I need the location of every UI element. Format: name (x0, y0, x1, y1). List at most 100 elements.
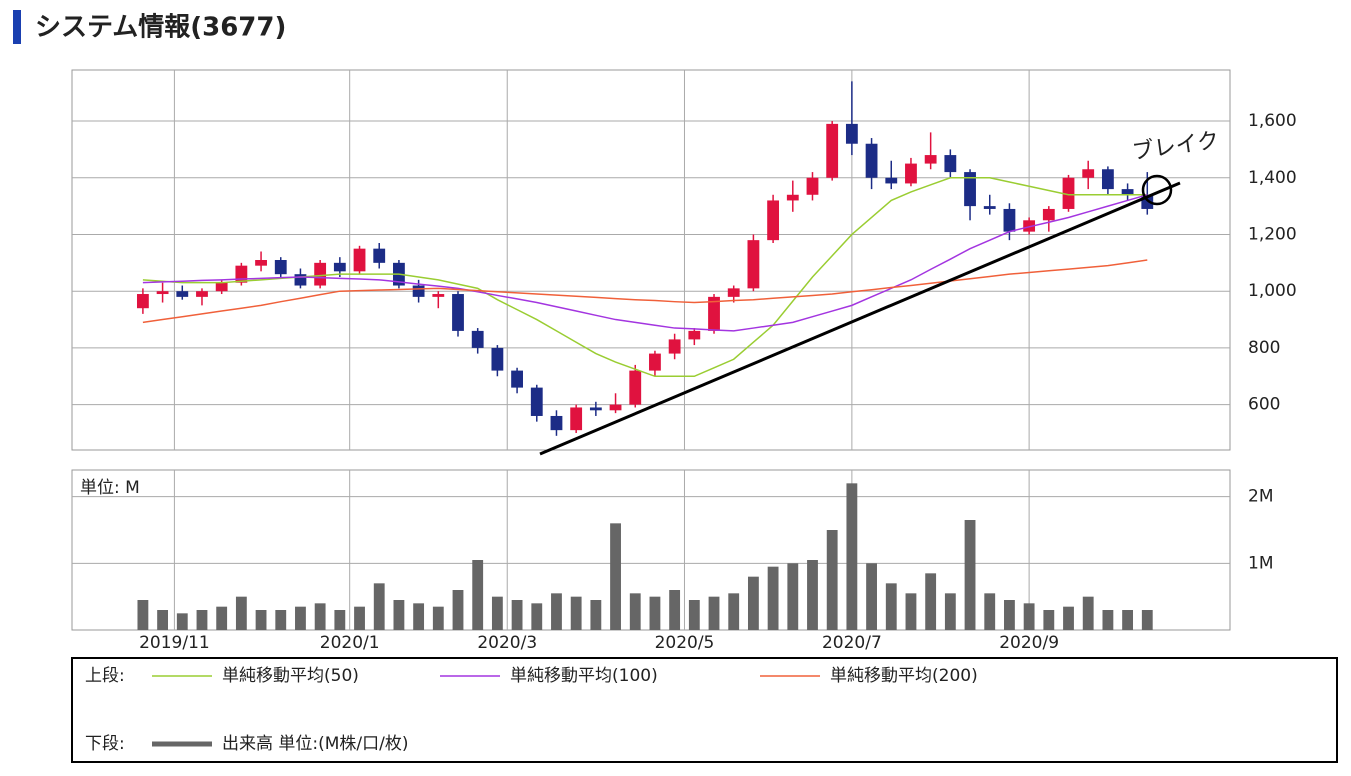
candle-body (215, 282, 228, 292)
volume-bar (925, 573, 937, 630)
annotation: ブレイク (1131, 128, 1221, 165)
trend-line (539, 181, 1181, 456)
candle-body (491, 347, 504, 371)
candle-body (688, 330, 701, 340)
volume-bar (964, 520, 976, 630)
volume-bar (413, 603, 425, 630)
candle-body (235, 265, 248, 283)
candle-body (373, 248, 386, 263)
candle-body (609, 404, 622, 411)
volume-bar (767, 566, 779, 630)
y-tick-label: 1,000 (1248, 281, 1297, 301)
volume-bar (1082, 596, 1094, 630)
candle-body (924, 155, 937, 164)
volume-bar (295, 606, 306, 630)
x-tick-label: 2020/1 (320, 633, 380, 653)
x-tick-label: 2020/7 (822, 633, 882, 653)
volume-bar (255, 610, 267, 630)
candle-body (865, 143, 878, 178)
candle-body (333, 262, 346, 272)
title-bar (13, 10, 21, 44)
legend-entry: 単純移動平均(100) (510, 666, 658, 686)
volume-bar (137, 600, 149, 630)
candle-body (1042, 208, 1055, 221)
volume-bar (984, 593, 996, 630)
volume-bar (649, 596, 661, 630)
candle-body (649, 353, 661, 371)
legend-box (71, 657, 1338, 763)
candle-body (589, 407, 602, 411)
candle-body (471, 330, 484, 348)
candle-body (176, 291, 189, 297)
candle-body (964, 172, 976, 207)
candle-body (944, 155, 957, 173)
volume-bar (590, 600, 602, 630)
y-tick-label: 1,200 (1248, 224, 1297, 244)
volume-bar (432, 606, 444, 630)
y-tick-label: 600 (1248, 395, 1280, 415)
candle-body (983, 206, 996, 209)
candle-body (136, 294, 149, 309)
volume-bar (807, 560, 818, 630)
y-tick-label: 1M (1248, 553, 1273, 573)
candle-body (845, 123, 858, 144)
candle-body (1101, 169, 1114, 190)
y-tick-label: 2M (1248, 487, 1273, 507)
volume-bar (570, 596, 582, 630)
volume-bar (1023, 603, 1035, 630)
x-tick-label: 2020/9 (999, 633, 1059, 653)
volume-bar (747, 576, 759, 630)
volume-bar (275, 610, 287, 630)
volume-bar (334, 610, 346, 630)
y-tick-label: 800 (1248, 338, 1280, 358)
volume-bar (885, 583, 897, 630)
candle-body (668, 339, 681, 354)
candle-body (511, 370, 523, 388)
price-frame (71, 69, 1231, 451)
volume-bar (551, 593, 562, 630)
volume-bar (196, 610, 208, 630)
candle-body (412, 285, 425, 297)
candle-body (1023, 220, 1036, 232)
candle-body (274, 260, 287, 275)
candle-body (806, 177, 819, 195)
candle-body (570, 407, 583, 431)
candle-body (727, 288, 740, 297)
volume-bar (491, 596, 503, 630)
candle-body (156, 291, 169, 295)
volume-bar (157, 610, 169, 630)
legend-entry: 単純移動平均(50) (222, 666, 359, 686)
volume-bar (826, 530, 838, 630)
volume-bar (472, 560, 484, 630)
volume-bar (669, 590, 681, 630)
unit-label: 単位: M (80, 478, 140, 498)
candle-body (1003, 208, 1016, 232)
volume-bar (905, 593, 917, 630)
volume-bar (944, 593, 956, 630)
volume-bar (1141, 610, 1153, 630)
volume-bar (373, 583, 385, 630)
volume-bar (1043, 610, 1055, 630)
candle-body (1062, 177, 1075, 209)
volume-bar (1122, 610, 1134, 630)
candle-body (885, 177, 898, 184)
break-circle (1141, 174, 1173, 206)
volume-bar (393, 600, 405, 630)
volume-bar (354, 606, 365, 630)
moving-average (142, 177, 1148, 378)
volume-bar (531, 603, 543, 630)
moving-average (142, 259, 1148, 324)
volume-bar (708, 596, 720, 630)
volume-bar (1102, 610, 1114, 630)
page-title: システム情報(3677) (35, 13, 286, 43)
volume-bar (1004, 600, 1015, 630)
candle-body (432, 294, 445, 297)
volume-bar (452, 590, 464, 630)
volume-bar (629, 593, 641, 630)
legend-label: 上段: (85, 666, 125, 686)
volume-bar (314, 603, 326, 630)
legend-label: 下段: (85, 734, 125, 754)
candle-body (255, 260, 267, 266)
candle-body (530, 387, 543, 416)
x-tick-label: 2020/3 (477, 633, 537, 653)
